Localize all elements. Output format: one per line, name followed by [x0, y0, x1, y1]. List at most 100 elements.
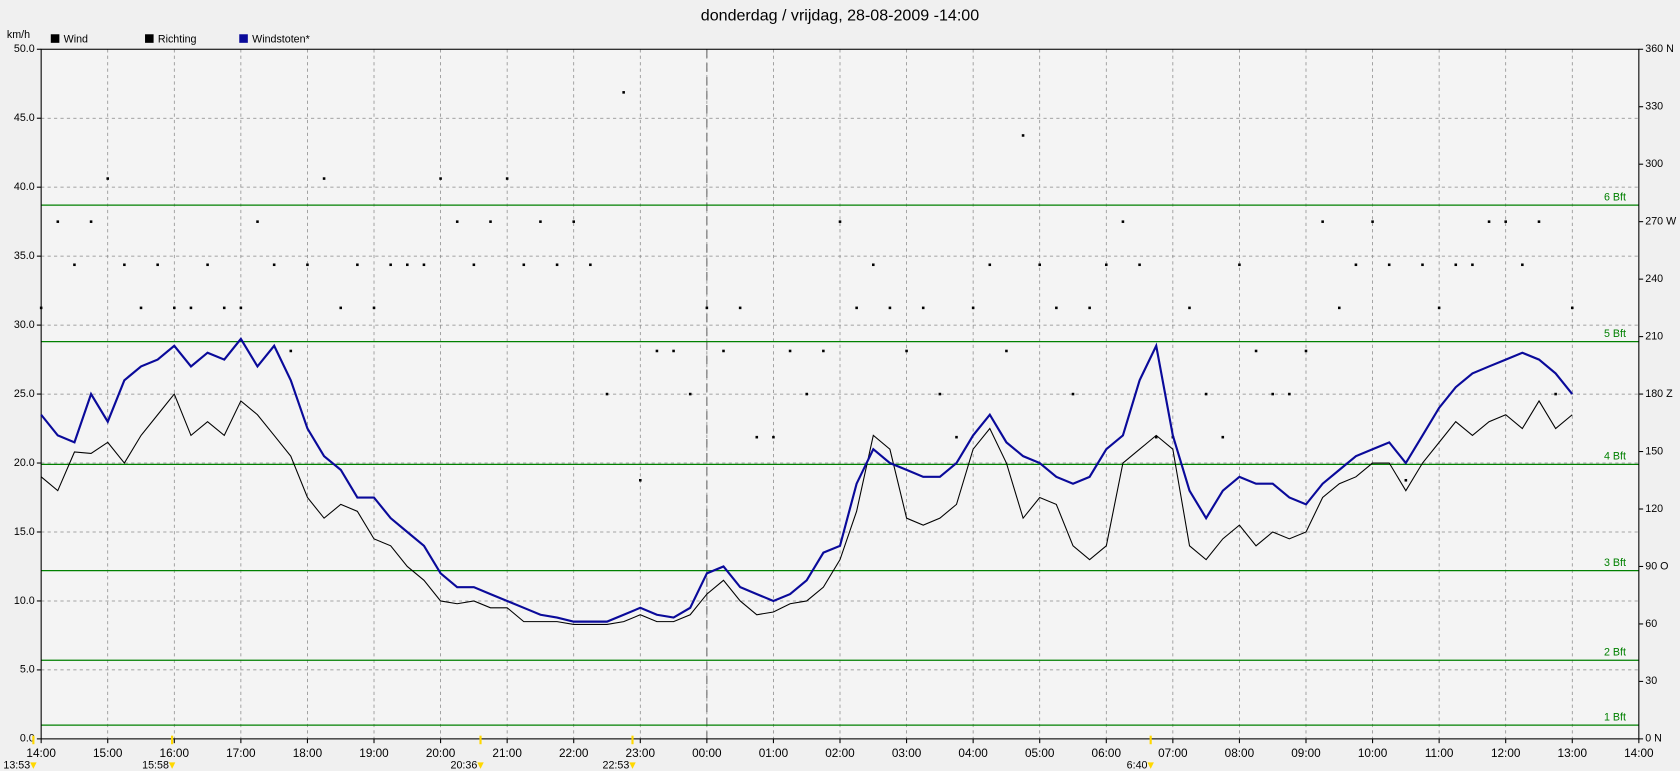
direction-dot [805, 392, 808, 396]
sun-time-label: 15:58 [142, 759, 169, 771]
sun-marker [479, 735, 482, 745]
sun-marker-arrow [1147, 762, 1154, 769]
x-tick-label: 13:00 [1558, 747, 1588, 760]
y-tick-label: 40.0 [14, 181, 35, 193]
y-tick-label: 50.0 [14, 43, 35, 55]
x-tick-label: 03:00 [892, 747, 922, 760]
direction-dot [1071, 392, 1075, 396]
direction-dot [1387, 263, 1391, 267]
direction-dot [822, 349, 825, 353]
x-tick-label: 14:00 [1624, 747, 1654, 760]
direction-dot [755, 435, 759, 439]
direction-dot [955, 435, 958, 439]
x-tick-label: 15:00 [93, 747, 123, 760]
y-tick-label: 45.0 [14, 112, 35, 124]
direction-dot [1021, 134, 1025, 137]
beaufort-label: 4 Bft [1604, 451, 1626, 463]
legend-swatch [239, 34, 248, 43]
y-tick-label: 35.0 [14, 250, 35, 262]
sun-marker-arrow [629, 762, 636, 769]
direction-dot [522, 263, 526, 267]
sun-marker [32, 735, 35, 745]
direction-dot [1121, 220, 1125, 223]
x-tick-label: 18:00 [293, 747, 323, 760]
sun-marker [631, 735, 634, 745]
sun-marker-arrow [477, 762, 484, 769]
direction-dot [1005, 349, 1008, 353]
legend-label: Richting [158, 33, 197, 45]
x-tick-label: 12:00 [1491, 747, 1521, 760]
x-tick-label: 07:00 [1158, 747, 1188, 760]
sun-marker [1149, 735, 1152, 745]
direction-dot [1055, 306, 1058, 310]
chart-title: donderdag / vrijdag, 28-08-2009 -14:00 [701, 6, 979, 24]
direction-dot [1304, 349, 1308, 353]
x-tick-label: 11:00 [1425, 747, 1454, 760]
direction-dot [89, 220, 93, 223]
legend-label: Windstoten* [252, 33, 310, 45]
direction-dot [206, 263, 209, 267]
y-tick-label: 15.0 [14, 526, 35, 538]
legend-swatch [50, 34, 60, 43]
direction-dot [1570, 306, 1574, 310]
y2-tick-label: 180 Z [1645, 388, 1673, 400]
y2-tick-label: 120 [1645, 503, 1663, 515]
y2-tick-label: 30 [1645, 675, 1657, 687]
direction-dot [921, 306, 925, 310]
direction-dot [938, 392, 942, 396]
series-line [40, 337, 1574, 623]
direction-dot [722, 349, 725, 353]
y-tick-label: 30.0 [14, 319, 35, 331]
direction-dot [1354, 263, 1358, 267]
direction-dot [422, 263, 426, 267]
direction-dot [289, 349, 293, 353]
direction-dot [1204, 392, 1208, 396]
x-tick-label: 19:00 [359, 747, 389, 760]
beaufort-label: 3 Bft [1604, 557, 1626, 569]
x-tick-label: 14:00 [26, 747, 56, 760]
direction-dot [555, 263, 559, 267]
x-tick-label: 17:00 [226, 747, 256, 760]
direction-dot [306, 263, 309, 267]
y2-tick-label: 90 O [1645, 560, 1668, 572]
direction-dot [1321, 220, 1324, 223]
direction-dot [1188, 306, 1191, 310]
direction-dot [971, 306, 975, 310]
direction-dot [1521, 263, 1524, 267]
direction-dot [738, 306, 742, 310]
direction-dot [389, 263, 392, 267]
direction-dot [39, 306, 43, 310]
sun-time-label: 22:53 [603, 759, 630, 771]
y-tick-label: 20.0 [14, 457, 35, 469]
y-tick-label: 10.0 [14, 595, 35, 607]
direction-dot [1038, 263, 1041, 267]
y-tick-label: 0.0 [20, 733, 35, 745]
direction-dot [705, 306, 709, 310]
beaufort-label: 1 Bft [1604, 711, 1626, 723]
x-tick-label: 23:00 [626, 747, 656, 760]
x-tick-label: 16:00 [160, 747, 190, 760]
x-tick-label: 20:00 [426, 747, 456, 760]
direction-dot [1271, 392, 1274, 396]
direction-dot [1154, 435, 1158, 439]
direction-dot [56, 220, 60, 223]
direction-dot [472, 263, 476, 267]
direction-dot [222, 306, 226, 310]
x-tick-label: 02:00 [825, 747, 855, 760]
direction-dot [106, 177, 110, 180]
direction-dot [272, 263, 276, 267]
direction-dot [489, 220, 492, 223]
direction-dot [639, 478, 642, 482]
direction-dot [655, 349, 659, 353]
direction-dot [139, 306, 143, 310]
x-tick-label: 05:00 [1025, 747, 1055, 760]
direction-dot [173, 306, 176, 310]
direction-dot [988, 263, 992, 267]
legend-label: Wind [64, 33, 88, 45]
sun-time-label: 13:53 [3, 759, 30, 771]
y-axis-label: km/h [7, 29, 30, 41]
direction-dot [372, 306, 376, 310]
direction-dot [572, 220, 576, 223]
y2-tick-label: 150 [1645, 445, 1663, 457]
x-tick-label: 00:00 [692, 747, 722, 760]
